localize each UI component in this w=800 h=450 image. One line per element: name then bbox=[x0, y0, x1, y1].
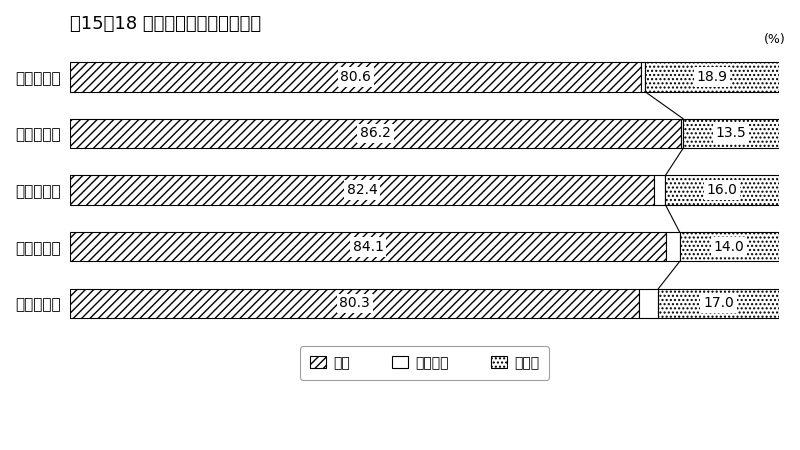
Bar bbox=[666, 176, 778, 205]
Bar bbox=[70, 176, 654, 205]
Bar bbox=[681, 119, 683, 148]
Text: 84.1: 84.1 bbox=[353, 240, 384, 254]
Bar bbox=[639, 289, 658, 318]
Bar bbox=[70, 232, 666, 261]
Text: 82.4: 82.4 bbox=[347, 183, 378, 197]
Text: 86.2: 86.2 bbox=[360, 126, 391, 140]
Bar bbox=[645, 62, 779, 91]
Bar bbox=[642, 62, 645, 91]
Legend: 新築, 建て替え, 無回答: 新築, 建て替え, 無回答 bbox=[300, 346, 549, 380]
Text: 16.0: 16.0 bbox=[706, 183, 738, 197]
Text: 80.6: 80.6 bbox=[341, 70, 371, 84]
Bar bbox=[70, 289, 639, 318]
Bar bbox=[658, 289, 778, 318]
Bar bbox=[70, 62, 642, 91]
Text: 80.3: 80.3 bbox=[339, 297, 370, 310]
Bar bbox=[680, 232, 778, 261]
Text: (%): (%) bbox=[764, 33, 786, 45]
Text: 18.9: 18.9 bbox=[696, 70, 727, 84]
Bar bbox=[70, 119, 681, 148]
Bar bbox=[683, 119, 779, 148]
Text: 14.0: 14.0 bbox=[714, 240, 745, 254]
Text: 問15・18 工事の種類　三大都市圏: 問15・18 工事の種類 三大都市圏 bbox=[70, 15, 262, 33]
Bar bbox=[654, 176, 666, 205]
Bar bbox=[666, 232, 680, 261]
Text: 13.5: 13.5 bbox=[716, 126, 746, 140]
Text: 17.0: 17.0 bbox=[703, 297, 734, 310]
